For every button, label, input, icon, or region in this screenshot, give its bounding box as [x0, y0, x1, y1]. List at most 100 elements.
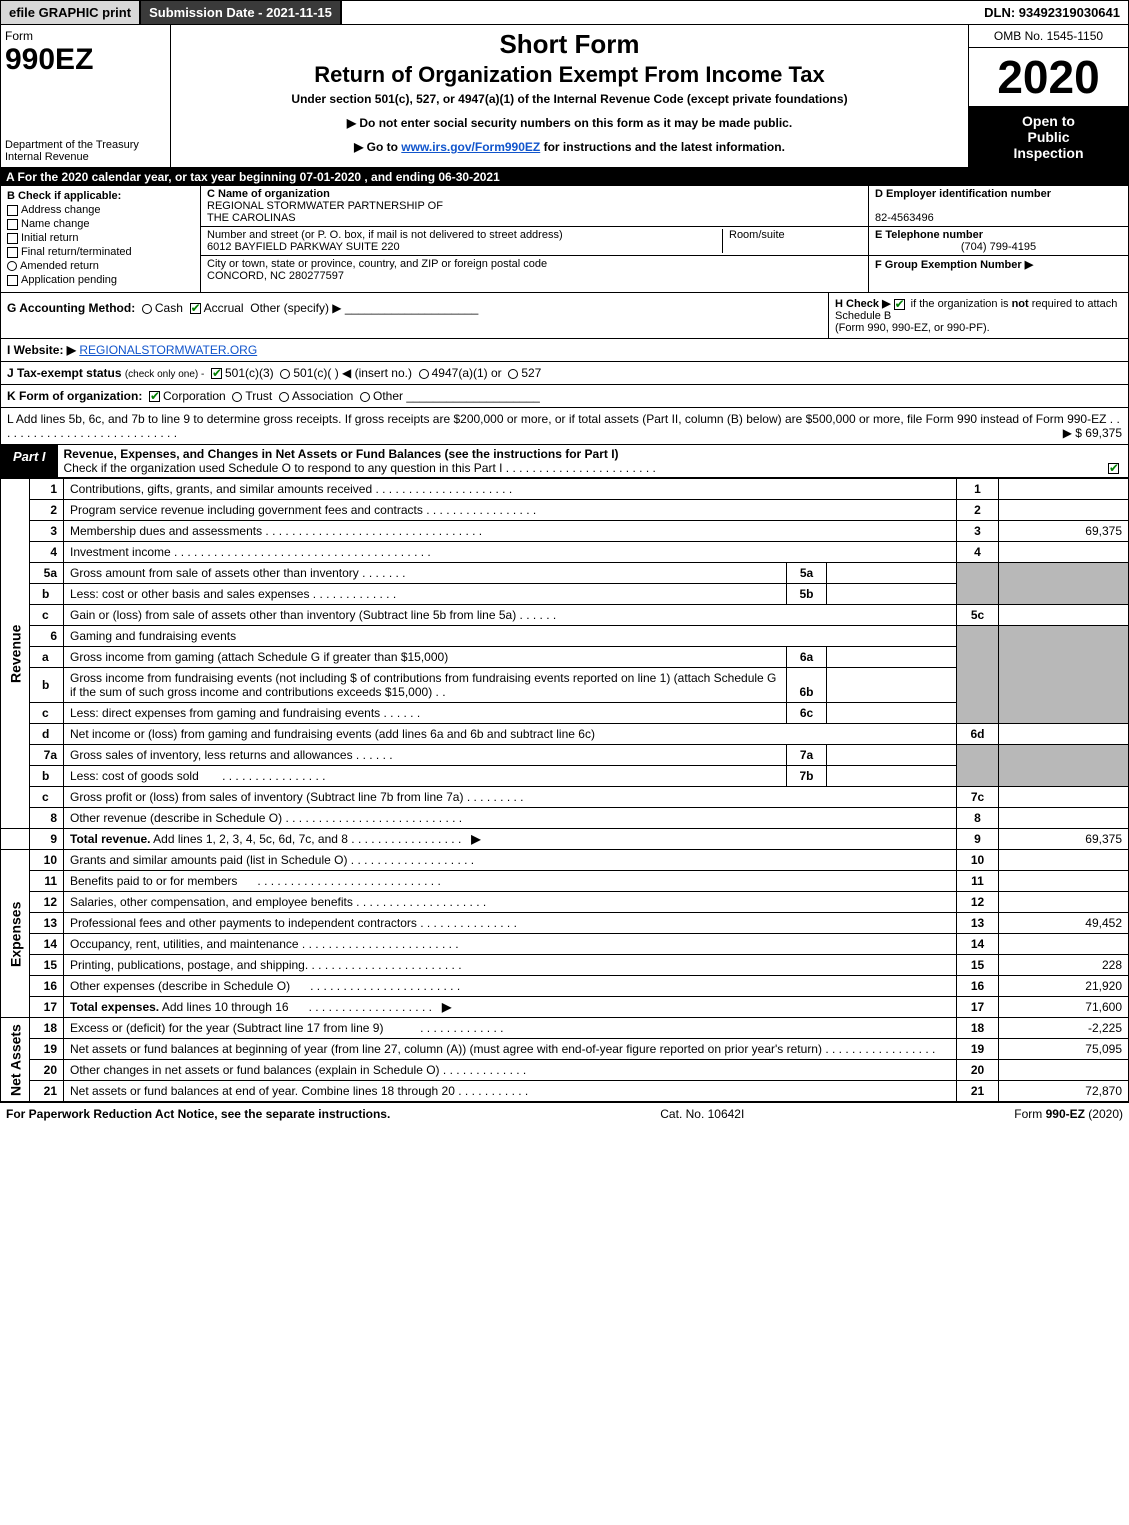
line-2-amt — [999, 500, 1129, 521]
row-l-arrow: ▶ $ — [1063, 426, 1082, 440]
line-21-num: 21 — [30, 1081, 64, 1102]
line-16-refnum: 16 — [957, 976, 999, 997]
check-application-pending-label: Application pending — [21, 274, 117, 286]
open-line2: Public — [1027, 129, 1069, 145]
line-7c-num: c — [30, 787, 64, 808]
row-i: I Website: ▶ REGIONALSTORMWATER.ORG — [0, 339, 1129, 362]
line-7b-refnum: 7b — [787, 766, 827, 787]
check-amended-return[interactable]: Amended return — [7, 260, 194, 272]
line-16-num: 16 — [30, 976, 64, 997]
dln-label: DLN: 93492319030641 — [976, 1, 1128, 24]
check-accrual-label: Accrual — [204, 301, 244, 315]
part1-subtitle: Check if the organization used Schedule … — [64, 461, 503, 475]
line-5b-num: b — [30, 584, 64, 605]
line-9-desc: Total revenue. Add lines 1, 2, 3, 4, 5c,… — [64, 829, 957, 850]
open-line1: Open to — [1022, 113, 1075, 129]
line-9-num: 9 — [30, 829, 64, 850]
row-g: G Accounting Method: Cash Accrual Other … — [1, 293, 828, 338]
line-6c-inneramt — [827, 703, 957, 724]
line-18-num: 18 — [30, 1018, 64, 1039]
line-15-desc: Printing, publications, postage, and shi… — [64, 955, 957, 976]
row-h-check-label: H Check ▶ — [835, 298, 891, 310]
section-d: D Employer identification number 82-4563… — [869, 186, 1128, 227]
line-6b-refnum: 6b — [787, 668, 827, 703]
website-link[interactable]: REGIONALSTORMWATER.ORG — [79, 343, 257, 357]
line-15-refnum: 15 — [957, 955, 999, 976]
line-10-num: 10 — [30, 850, 64, 871]
open-public-badge: Open to Public Inspection — [969, 107, 1128, 167]
section-f: F Group Exemption Number ▶ — [869, 256, 1128, 292]
line-12-refnum: 12 — [957, 892, 999, 913]
check-schedule-o[interactable] — [1108, 463, 1119, 474]
top-bar: efile GRAPHIC print Submission Date - 20… — [0, 0, 1129, 25]
radio-trust[interactable] — [232, 392, 242, 402]
line-12-desc: Salaries, other compensation, and employ… — [64, 892, 957, 913]
org-name-line1: REGIONAL STORMWATER PARTNERSHIP OF — [207, 200, 443, 212]
line-17-num: 17 — [30, 997, 64, 1018]
row-h-text2: if the organization is — [911, 298, 1012, 310]
line-20-refnum: 20 — [957, 1060, 999, 1081]
form-org-label: K Form of organization: — [7, 389, 142, 403]
accounting-other-label: Other (specify) ▶ — [250, 301, 341, 315]
radio-4947[interactable] — [419, 369, 429, 379]
check-501c3[interactable] — [211, 368, 222, 379]
line-11-refnum: 11 — [957, 871, 999, 892]
row-gh: G Accounting Method: Cash Accrual Other … — [0, 293, 1129, 339]
efile-graphic-print-button[interactable]: efile GRAPHIC print — [1, 1, 141, 24]
form-label: Form — [5, 29, 166, 43]
line-6d-amt — [999, 724, 1129, 745]
check-name-change[interactable]: Name change — [7, 218, 194, 230]
check-application-pending[interactable]: Application pending — [7, 274, 194, 286]
irs-link[interactable]: www.irs.gov/Form990EZ — [401, 140, 540, 154]
radio-cash[interactable] — [142, 304, 152, 314]
line-2-num: 2 — [30, 500, 64, 521]
line-5c-num: c — [30, 605, 64, 626]
line-17-desc: Total expenses. Add lines 10 through 16 … — [64, 997, 957, 1018]
part1-tab: Part I — [1, 445, 58, 477]
check-address-change-label: Address change — [21, 204, 101, 216]
line-12-amt — [999, 892, 1129, 913]
radio-501c[interactable] — [280, 369, 290, 379]
phone-label: E Telephone number — [875, 229, 983, 241]
check-schedule-b[interactable] — [894, 299, 905, 310]
line-8-desc: Other revenue (describe in Schedule O) .… — [64, 808, 957, 829]
org-name-line2: THE CAROLINAS — [207, 212, 296, 224]
check-initial-return[interactable]: Initial return — [7, 232, 194, 244]
line-21-refnum: 21 — [957, 1081, 999, 1102]
section-c-label: C Name of organization — [207, 188, 330, 200]
row-j: J Tax-exempt status (check only one) - 5… — [0, 362, 1129, 385]
line-10-amt — [999, 850, 1129, 871]
label-trust: Trust — [245, 389, 272, 403]
check-final-return[interactable]: Final return/terminated — [7, 246, 194, 258]
radio-527[interactable] — [508, 369, 518, 379]
line-21-amt: 72,870 — [999, 1081, 1129, 1102]
check-corporation[interactable] — [149, 391, 160, 402]
submission-date-button[interactable]: Submission Date - 2021-11-15 — [141, 1, 342, 24]
line-6a-num: a — [30, 647, 64, 668]
line-14-refnum: 14 — [957, 934, 999, 955]
part1-table: Revenue 1 Contributions, gifts, grants, … — [0, 478, 1129, 1102]
label-527: 527 — [521, 366, 541, 380]
note-goto-pre: ▶ Go to — [354, 140, 401, 154]
footer-form-post: (2020) — [1085, 1107, 1123, 1121]
radio-other-org[interactable] — [360, 392, 370, 402]
page-footer: For Paperwork Reduction Act Notice, see … — [0, 1102, 1129, 1125]
header-right: OMB No. 1545-1150 2020 Open to Public In… — [968, 25, 1128, 167]
line-5ab-grey2 — [999, 563, 1129, 605]
line-21-desc: Net assets or fund balances at end of ye… — [64, 1081, 957, 1102]
side-revenue: Revenue — [1, 479, 30, 829]
line-5a-refnum: 5a — [787, 563, 827, 584]
check-accrual[interactable] — [190, 303, 201, 314]
check-address-change[interactable]: Address change — [7, 204, 194, 216]
line-8-refnum: 8 — [957, 808, 999, 829]
line-2-refnum: 2 — [957, 500, 999, 521]
line-6a-refnum: 6a — [787, 647, 827, 668]
row-h: H Check ▶ if the organization is not req… — [828, 293, 1128, 338]
tax-exempt-sub: (check only one) - — [125, 369, 204, 380]
line-17-amt: 71,600 — [999, 997, 1129, 1018]
line-7a-num: 7a — [30, 745, 64, 766]
line-7b-inneramt — [827, 766, 957, 787]
line-18-refnum: 18 — [957, 1018, 999, 1039]
radio-association[interactable] — [279, 392, 289, 402]
row-h-text4: (Form 990, 990-EZ, or 990-PF). — [835, 322, 990, 334]
